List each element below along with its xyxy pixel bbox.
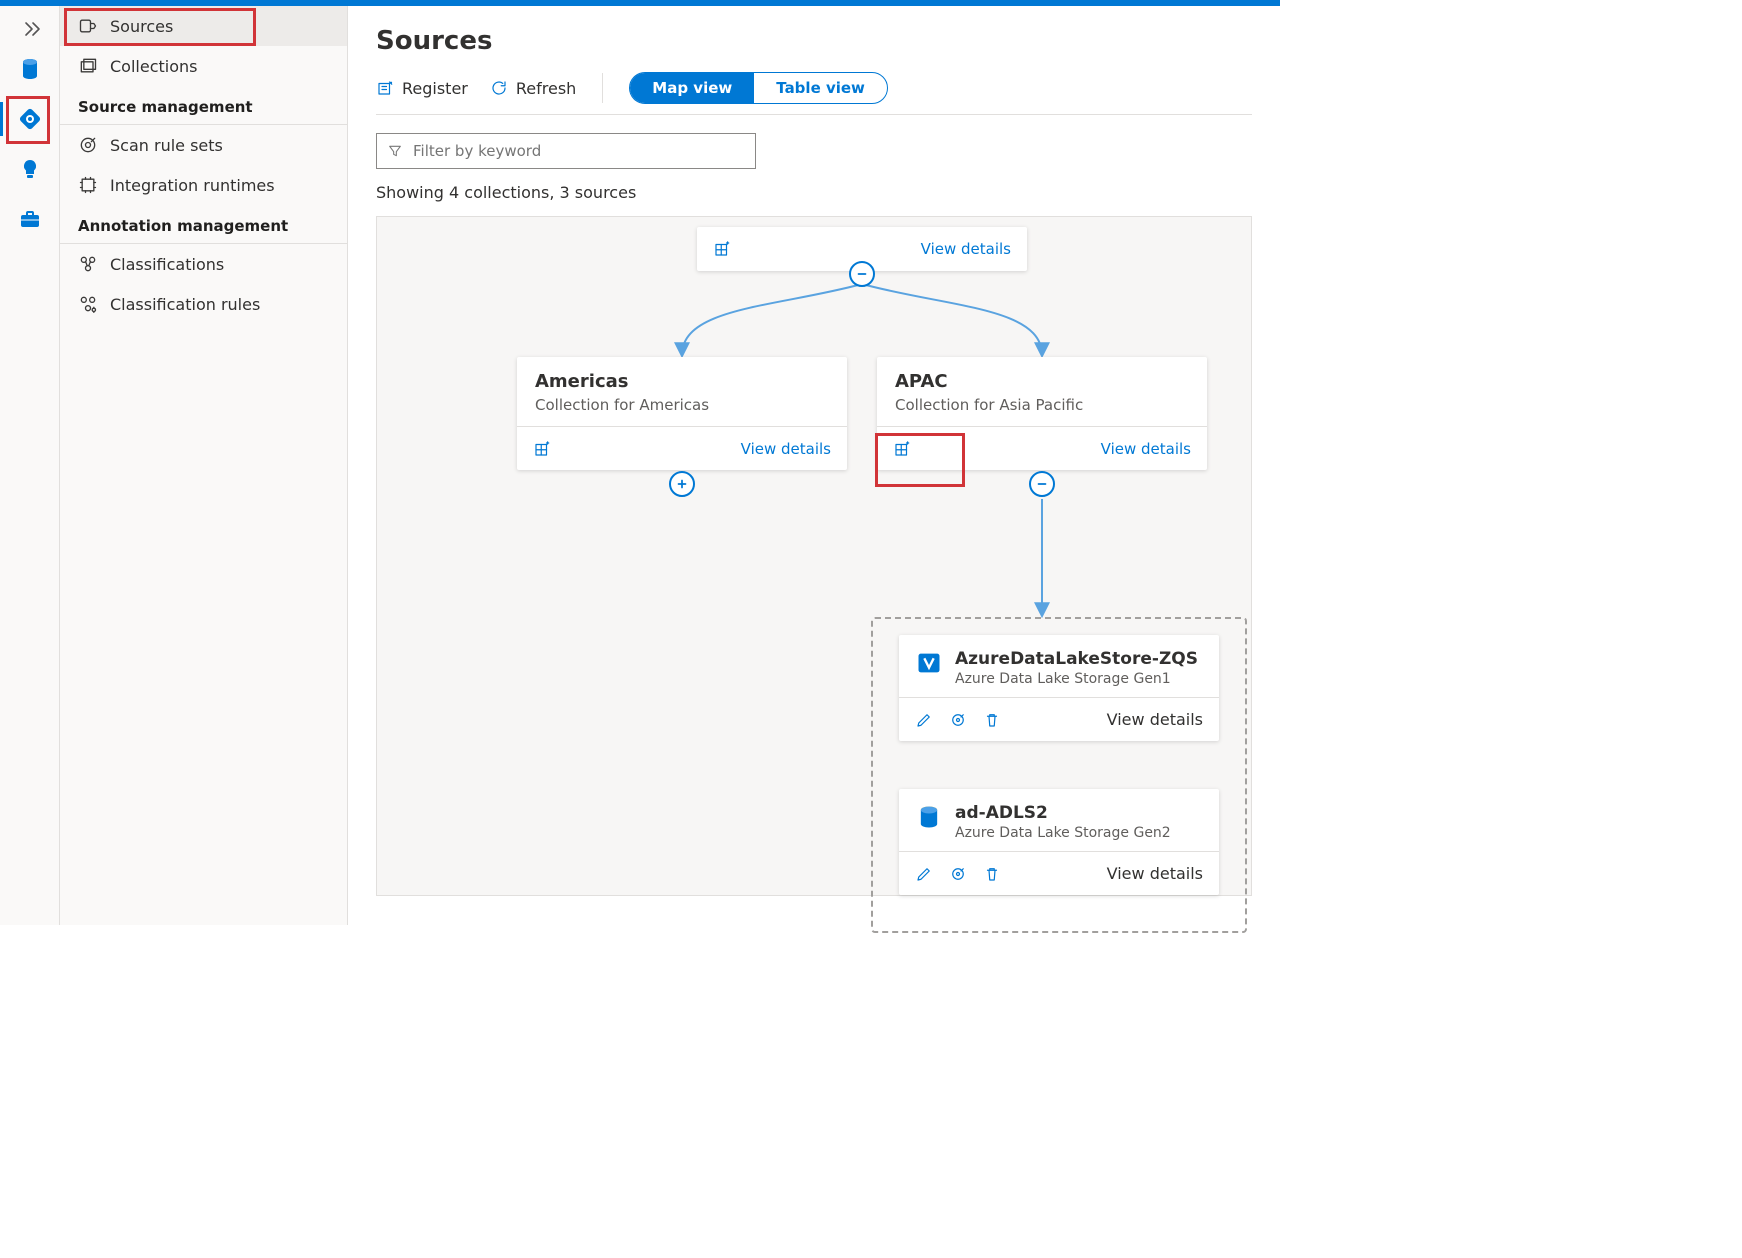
rail-item-catalog[interactable]: [0, 44, 59, 94]
register-icon: [376, 79, 394, 97]
adls1-subtitle: Azure Data Lake Storage Gen1: [955, 671, 1198, 687]
adls1-view-details[interactable]: View details: [1107, 710, 1203, 729]
filter-input[interactable]: [411, 141, 745, 161]
map-view-tab[interactable]: Map view: [630, 73, 754, 103]
rail-item-management[interactable]: [0, 194, 59, 244]
filter-box[interactable]: [376, 133, 756, 169]
delete-icon[interactable]: [983, 711, 1001, 729]
americas-title: Americas: [535, 371, 829, 392]
filter-icon: [387, 143, 403, 159]
nav-classifications-label: Classifications: [110, 255, 224, 274]
runtime-icon: [78, 175, 98, 195]
scan-icon[interactable]: [949, 865, 967, 883]
apac-view-details[interactable]: View details: [1101, 440, 1191, 458]
grid-add-icon[interactable]: [713, 240, 731, 258]
nav-classifications[interactable]: Classifications: [60, 244, 347, 284]
register-label: Register: [402, 79, 468, 98]
adls1-title: AzureDataLakeStore-ZQS: [955, 649, 1198, 669]
edit-icon[interactable]: [915, 865, 933, 883]
left-rail: [0, 6, 60, 925]
rail-item-sources[interactable]: [0, 94, 59, 144]
nav-sources-label: Sources: [110, 17, 173, 36]
root-collapse-button[interactable]: [849, 261, 875, 287]
toolbar-separator: [602, 73, 603, 103]
rail-item-insights[interactable]: [0, 144, 59, 194]
page-title: Sources: [376, 26, 1252, 56]
app-root: Sources Collections Source management Sc…: [0, 0, 1280, 925]
status-text: Showing 4 collections, 3 sources: [376, 183, 1252, 202]
delete-icon[interactable]: [983, 865, 1001, 883]
scan-icon: [78, 135, 98, 155]
collections-icon: [78, 56, 98, 76]
minus-icon: [1035, 477, 1049, 491]
nav-sources[interactable]: Sources: [60, 6, 347, 46]
plus-icon: [675, 477, 689, 491]
scan-icon[interactable]: [949, 711, 967, 729]
view-toggle: Map view Table view: [629, 72, 888, 104]
lightbulb-icon: [18, 157, 42, 181]
nav-scan-rule-sets[interactable]: Scan rule sets: [60, 125, 347, 165]
adls2-view-details[interactable]: View details: [1107, 864, 1203, 883]
filter-row: [376, 133, 1252, 169]
classifications-icon: [78, 254, 98, 274]
map-canvas[interactable]: View details Americas Collection for Ame…: [376, 216, 1252, 896]
refresh-label: Refresh: [516, 79, 576, 98]
nav-integration-runtimes[interactable]: Integration runtimes: [60, 165, 347, 205]
americas-view-details[interactable]: View details: [741, 440, 831, 458]
adls1-icon: [915, 649, 943, 677]
section-source-management: Source management: [60, 86, 347, 125]
americas-subtitle: Collection for Americas: [535, 396, 829, 414]
americas-card[interactable]: Americas Collection for Americas View de…: [517, 357, 847, 470]
apac-subtitle: Collection for Asia Pacific: [895, 396, 1189, 414]
nav-collections-label: Collections: [110, 57, 197, 76]
adls2-title: ad-ADLS2: [955, 803, 1171, 823]
toolbar: Register Refresh Map view Table view: [376, 72, 1252, 115]
refresh-button[interactable]: Refresh: [490, 79, 576, 98]
toolbox-icon: [18, 207, 42, 231]
database-icon: [18, 57, 42, 81]
americas-expand-button[interactable]: [669, 471, 695, 497]
table-view-tab[interactable]: Table view: [754, 73, 887, 103]
nav-classification-rules[interactable]: Classification rules: [60, 284, 347, 324]
grid-add-icon[interactable]: [893, 440, 911, 458]
classrules-icon: [78, 294, 98, 314]
expand-rail-button[interactable]: [0, 14, 59, 44]
root-view-details[interactable]: View details: [921, 240, 1011, 258]
edit-icon[interactable]: [915, 711, 933, 729]
apac-collapse-button[interactable]: [1029, 471, 1055, 497]
adls2-subtitle: Azure Data Lake Storage Gen2: [955, 825, 1171, 841]
nav-collections[interactable]: Collections: [60, 46, 347, 86]
side-panel: Sources Collections Source management Sc…: [60, 6, 348, 925]
nav-scan-label: Scan rule sets: [110, 136, 223, 155]
refresh-icon: [490, 79, 508, 97]
adls2-icon: [915, 803, 943, 831]
datasource-icon: [78, 16, 98, 36]
chevron-double-right-icon: [20, 17, 44, 41]
grid-add-icon[interactable]: [533, 440, 551, 458]
main-content: Sources Register Refresh Map view Table …: [348, 6, 1280, 925]
sources-diamond-icon: [18, 107, 42, 131]
apac-title: APAC: [895, 371, 1189, 392]
section-annotation-management: Annotation management: [60, 205, 347, 244]
source-card-adls2[interactable]: ad-ADLS2 Azure Data Lake Storage Gen2 Vi…: [899, 789, 1219, 895]
source-card-adls1[interactable]: AzureDataLakeStore-ZQS Azure Data Lake S…: [899, 635, 1219, 741]
nav-runtime-label: Integration runtimes: [110, 176, 275, 195]
register-button[interactable]: Register: [376, 79, 468, 98]
nav-classrules-label: Classification rules: [110, 295, 260, 314]
apac-card[interactable]: APAC Collection for Asia Pacific View de…: [877, 357, 1207, 470]
minus-icon: [855, 267, 869, 281]
